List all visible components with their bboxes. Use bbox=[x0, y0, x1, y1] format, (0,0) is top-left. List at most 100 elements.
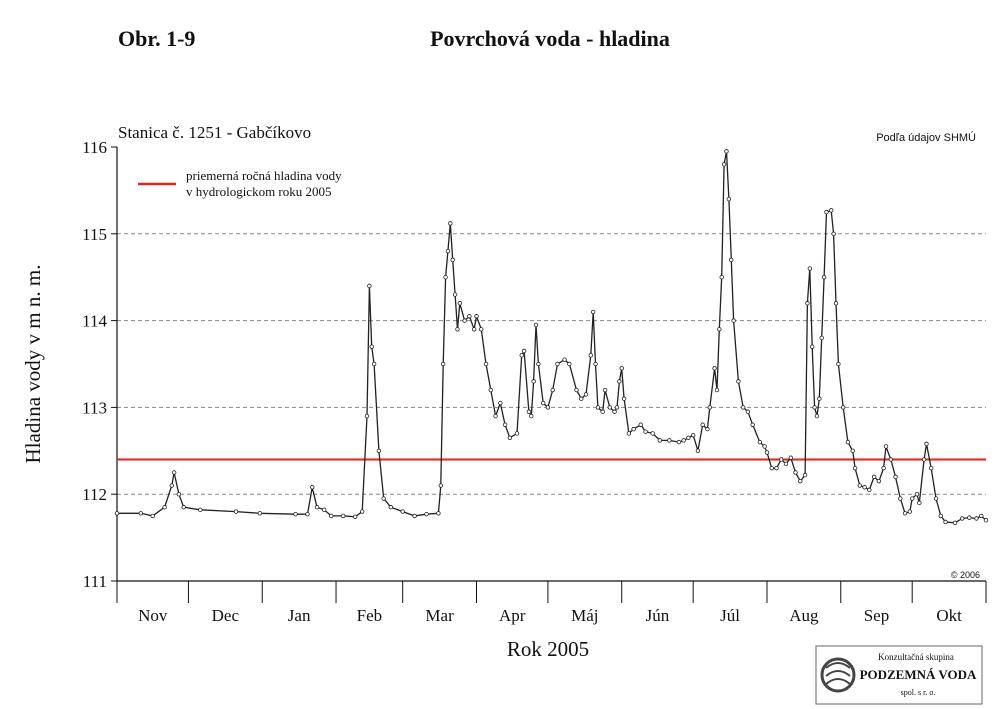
data-point bbox=[650, 431, 655, 436]
data-point bbox=[731, 318, 736, 323]
data-point bbox=[888, 457, 893, 462]
chart-title: Povrchová voda - hladina bbox=[430, 26, 670, 51]
data-point bbox=[917, 500, 922, 506]
x-tick-label: Mar bbox=[425, 606, 454, 625]
data-point bbox=[474, 314, 479, 319]
data-point bbox=[519, 353, 524, 358]
data-point bbox=[705, 426, 710, 432]
data-point bbox=[943, 519, 948, 525]
data-point bbox=[305, 511, 310, 517]
data-point bbox=[198, 507, 203, 513]
x-tick-label: Aug bbox=[789, 606, 819, 625]
data-point bbox=[443, 275, 448, 280]
logo: Konzultačná skupina PODZEMNÁ VODA spol. … bbox=[815, 645, 983, 705]
data-point bbox=[471, 327, 477, 332]
data-point bbox=[876, 478, 882, 484]
logo-waves bbox=[825, 662, 851, 685]
data-point bbox=[764, 450, 770, 455]
data-point bbox=[638, 422, 643, 427]
y-axis-label: Hladina vody v m n. m. bbox=[21, 265, 45, 464]
x-tick-label: Jan bbox=[288, 606, 311, 625]
x-tick-label: Jún bbox=[646, 606, 670, 625]
data-point bbox=[488, 387, 493, 393]
x-tick-label: Okt bbox=[936, 606, 962, 625]
data-point bbox=[681, 438, 686, 443]
data-point bbox=[176, 492, 182, 497]
y-tick-label: 112 bbox=[82, 485, 107, 504]
data-point bbox=[436, 511, 441, 516]
data-point bbox=[526, 409, 532, 414]
data-point bbox=[329, 513, 334, 519]
data-point bbox=[824, 209, 829, 215]
data-point bbox=[933, 496, 939, 501]
data-point bbox=[740, 405, 746, 410]
data-point bbox=[450, 257, 455, 263]
data-point bbox=[788, 455, 793, 460]
data-point bbox=[924, 441, 929, 447]
data-point bbox=[807, 266, 813, 271]
data-point bbox=[714, 387, 720, 393]
data-point bbox=[974, 516, 979, 521]
data-point bbox=[774, 465, 779, 471]
data-point bbox=[371, 361, 377, 367]
data-point bbox=[686, 435, 691, 440]
data-point bbox=[545, 405, 551, 410]
data-point bbox=[814, 413, 820, 419]
data-point bbox=[593, 361, 598, 367]
data-point bbox=[619, 366, 624, 371]
data-point bbox=[531, 379, 536, 384]
data-point bbox=[914, 492, 920, 497]
data-point bbox=[812, 405, 817, 410]
data-point bbox=[983, 518, 989, 523]
data-point bbox=[369, 344, 374, 349]
data-point bbox=[721, 162, 727, 167]
data-point bbox=[455, 327, 460, 332]
data-point bbox=[314, 505, 320, 510]
y-tick-label: 115 bbox=[82, 225, 107, 244]
logo-line3: spol. s r. o. bbox=[901, 688, 936, 697]
data-point bbox=[779, 457, 784, 462]
data-point bbox=[867, 487, 872, 493]
data-point bbox=[602, 387, 608, 393]
data-point bbox=[171, 470, 177, 475]
logo-frame bbox=[815, 645, 983, 705]
data-point bbox=[690, 432, 696, 438]
data-point bbox=[588, 353, 593, 358]
data-point bbox=[833, 301, 839, 306]
data-point bbox=[979, 513, 984, 519]
data-point bbox=[507, 435, 513, 440]
data-point bbox=[909, 496, 915, 501]
logo-line2: PODZEMNÁ VODA bbox=[860, 667, 977, 682]
data-point bbox=[388, 505, 393, 510]
data-point bbox=[836, 361, 841, 367]
data-point bbox=[881, 465, 886, 471]
data-point bbox=[590, 309, 596, 315]
data-point bbox=[555, 361, 560, 367]
x-tick-label: Nov bbox=[138, 606, 168, 625]
data-point bbox=[462, 318, 467, 323]
data-point bbox=[719, 275, 724, 280]
data-point bbox=[614, 405, 620, 410]
data-point bbox=[514, 431, 520, 436]
data-point bbox=[898, 496, 903, 501]
subtitle: Stanica č. 1251 - Gabčíkovo bbox=[118, 123, 311, 142]
x-tick-label: Máj bbox=[571, 606, 598, 625]
data-point bbox=[883, 444, 889, 449]
x-tick-label: Sep bbox=[864, 606, 890, 625]
data-point bbox=[852, 465, 858, 471]
data-point bbox=[626, 431, 632, 436]
data-point bbox=[181, 505, 186, 510]
data-point bbox=[381, 496, 386, 501]
data-point bbox=[445, 248, 451, 254]
data-point bbox=[819, 335, 824, 341]
data-point bbox=[631, 426, 636, 432]
y-tick-label: 116 bbox=[82, 138, 107, 157]
data-point bbox=[233, 509, 239, 514]
data-point bbox=[871, 474, 877, 480]
x-axis-label: Rok 2005 bbox=[507, 637, 589, 661]
legend-label: v hydrologickom roku 2005 bbox=[186, 184, 332, 199]
data-point bbox=[717, 327, 722, 332]
data-point bbox=[729, 257, 734, 263]
data-point bbox=[736, 379, 741, 384]
